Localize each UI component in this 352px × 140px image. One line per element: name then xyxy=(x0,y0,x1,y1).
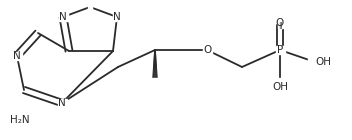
Text: N: N xyxy=(58,98,66,108)
Bar xyxy=(57,99,67,107)
Bar xyxy=(148,78,162,86)
Text: O: O xyxy=(276,18,284,28)
Bar xyxy=(276,46,284,54)
Text: O: O xyxy=(203,45,211,55)
Text: OH: OH xyxy=(315,57,331,67)
Bar xyxy=(58,13,68,21)
Text: H₂N: H₂N xyxy=(10,115,30,125)
Text: ‖: ‖ xyxy=(278,22,282,29)
Text: N: N xyxy=(59,12,67,22)
Bar xyxy=(13,52,21,60)
Bar xyxy=(273,78,287,86)
Bar xyxy=(1,116,19,124)
Bar xyxy=(113,13,121,21)
Bar xyxy=(202,46,212,54)
Text: N: N xyxy=(13,51,21,61)
Text: OH: OH xyxy=(272,82,288,92)
Bar xyxy=(277,23,283,27)
Bar xyxy=(308,58,322,66)
Text: N: N xyxy=(113,12,121,22)
Bar xyxy=(88,4,92,10)
Text: P: P xyxy=(277,45,283,55)
